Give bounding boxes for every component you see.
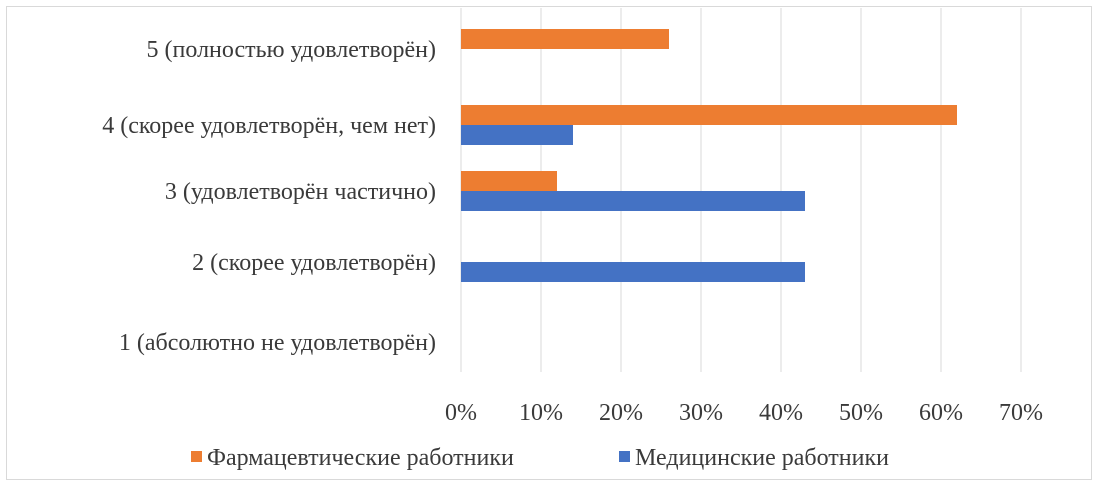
category-label: 4 (скорее удовлетворён, чем нет) [102,113,436,139]
category-label: 1 (абсолютно не удовлетворён) [119,330,436,356]
bar-series2-cat3 [461,191,805,211]
x-tick-label: 40% [759,400,803,426]
bar-series1-cat1 [461,29,669,49]
gridlines [460,8,1022,372]
x-tick-label: 50% [839,400,883,426]
legend: Фармацевтические работники Медицинские ра… [191,445,889,471]
bar-series2-cat4 [461,262,805,282]
x-tick-label: 30% [679,400,723,426]
bar-series2-cat2 [461,125,573,145]
x-tick-label: 70% [999,400,1043,426]
x-tick-label: 10% [519,400,563,426]
chart-frame [6,6,1092,480]
legend-label: Фармацевтические работники [207,445,514,471]
legend-swatch [191,451,202,462]
x-axis-ticks: 0% 10% 20% 30% 40% 50% 60% 70% [445,400,1043,426]
category-label: 2 (скорее удовлетворён) [192,250,436,276]
x-tick-label: 60% [919,400,963,426]
category-labels: 5 (полностью удовлетворён) 4 (скорее удов… [102,37,436,356]
legend-label: Медицинские работники [635,445,889,471]
legend-swatch [619,451,630,462]
bar-series1-cat2 [461,105,957,125]
category-label: 3 (удовлетворён частично) [165,179,436,205]
x-tick-label: 0% [445,400,477,426]
x-tick-label: 20% [599,400,643,426]
category-label: 5 (полностью удовлетворён) [147,37,436,63]
bars [461,29,957,282]
bar-series1-cat3 [461,171,557,191]
